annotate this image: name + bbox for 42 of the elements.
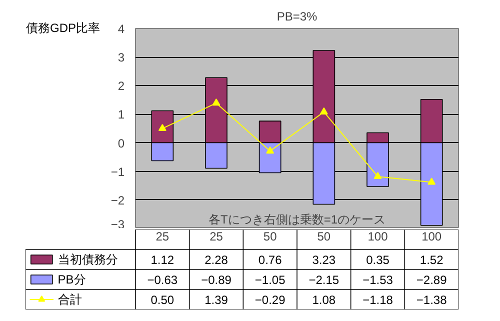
data-label: −1.18: [362, 293, 394, 307]
data-label: −2.15: [308, 273, 340, 287]
point: [428, 178, 436, 185]
data-label: 1.52: [420, 253, 444, 267]
data-label: 0.76: [258, 253, 282, 267]
point: [320, 107, 328, 114]
data-label: 1.39: [204, 293, 228, 307]
annotation: 各Tにつき右側は乗数=1のケース: [208, 212, 386, 226]
data-label: 1.12: [150, 253, 174, 267]
x-tick-label: 100: [368, 230, 388, 244]
point: [374, 172, 382, 180]
legend-label: PB分: [58, 272, 86, 286]
y-tick-label: 1: [118, 108, 125, 122]
data-label: −0.89: [201, 273, 232, 287]
x-tick-label: 100: [422, 230, 442, 244]
x-tick-label: 25: [210, 230, 224, 244]
legend-label: 当初債務分: [58, 252, 118, 266]
data-label: 0.35: [366, 253, 390, 267]
y-tick-label: 3: [118, 50, 125, 65]
data-label: −0.29: [254, 293, 286, 307]
x-tick-label: 50: [263, 230, 278, 244]
data-label: −0.63: [147, 273, 178, 287]
legend-label: 合計: [58, 292, 82, 306]
x-tick-label: 25: [156, 230, 170, 244]
x-tick-label: 50: [317, 230, 331, 244]
point: [212, 98, 220, 106]
y-tick-label: 0: [118, 136, 125, 150]
data-label: −1.05: [254, 273, 286, 287]
data-label: −1.53: [362, 273, 394, 287]
chart-title: PB=3%: [276, 10, 318, 24]
point: [266, 146, 274, 154]
data-label: −1.38: [416, 293, 448, 307]
y-axis-title: 債務GDP比率: [26, 20, 100, 37]
data-label: 1.08: [312, 293, 336, 307]
y-tick-label: 4: [118, 22, 125, 36]
data-label: −2.89: [416, 273, 448, 287]
data-label: 3.23: [312, 253, 336, 267]
y-tick-label: −1: [110, 164, 125, 179]
y-tick-label: −2: [110, 193, 125, 208]
data-label: 0.50: [150, 293, 174, 307]
y-tick-label: 2: [118, 79, 125, 94]
data-label: 2.28: [204, 253, 228, 267]
